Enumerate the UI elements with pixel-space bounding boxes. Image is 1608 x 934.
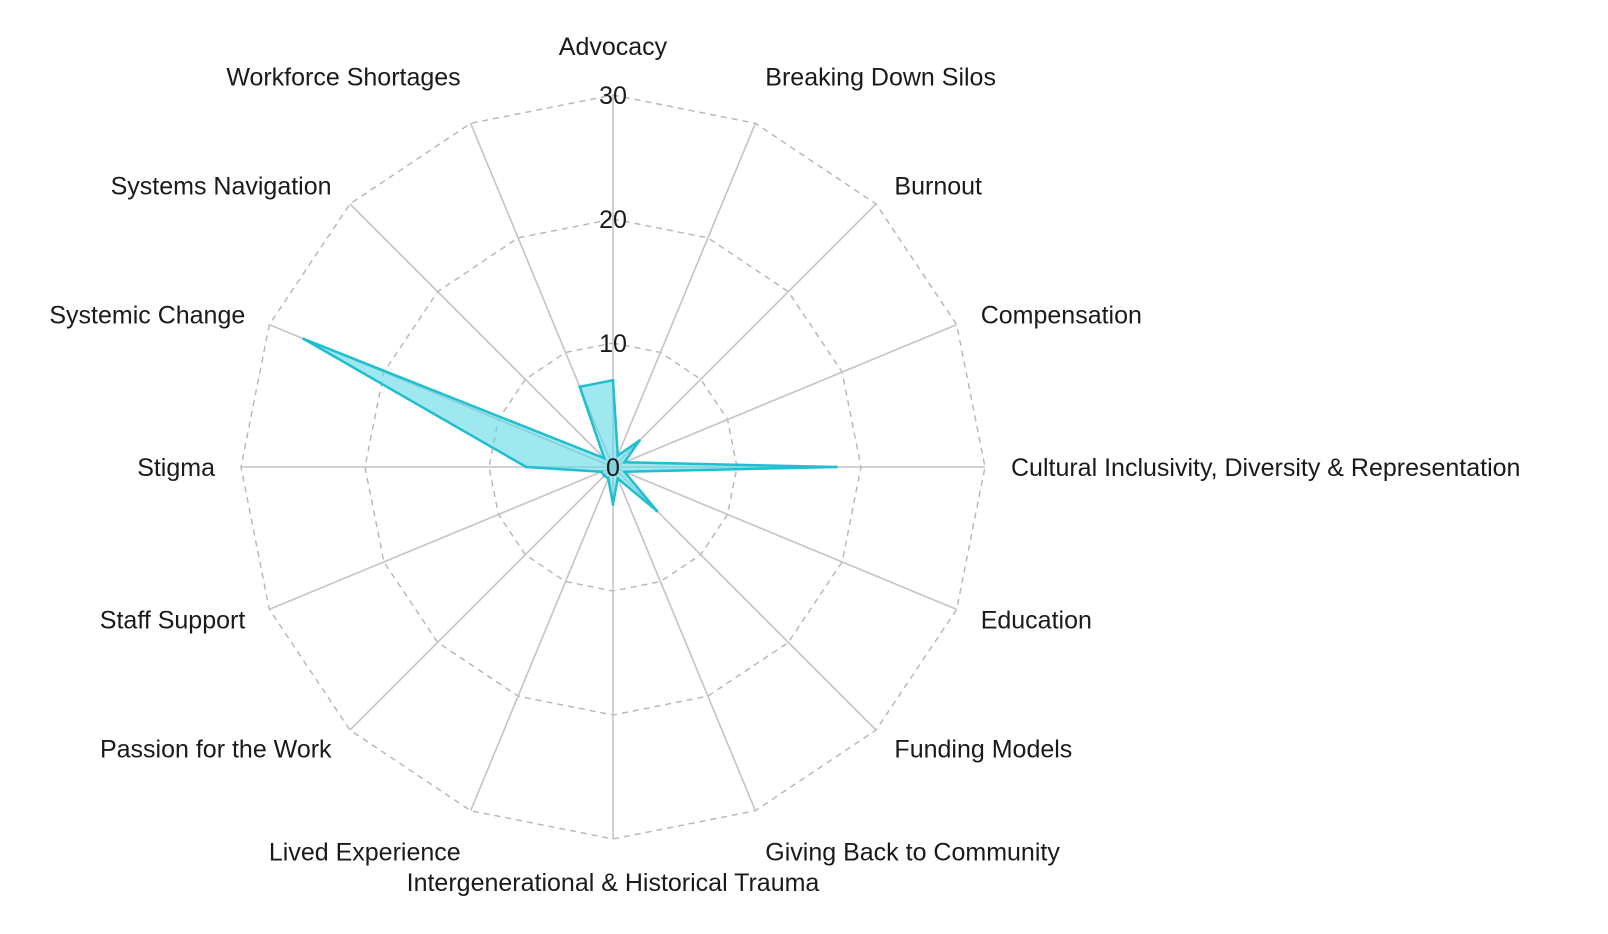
data-point-1 <box>616 454 620 458</box>
category-label-0: Advocacy <box>559 33 668 61</box>
category-label-12: Stigma <box>137 454 215 482</box>
data-point-2 <box>637 439 641 443</box>
data-point-8 <box>611 502 615 506</box>
data-point-13 <box>302 337 306 341</box>
category-label-14: Systems Navigation <box>111 173 332 201</box>
data-point-12 <box>524 465 528 469</box>
data-point-10 <box>602 474 606 478</box>
data-point-5 <box>622 470 626 474</box>
spoke-11 <box>269 466 614 611</box>
spoke-7 <box>612 466 757 811</box>
spoke-2 <box>612 203 877 468</box>
category-label-15: Workforce Shortages <box>226 63 460 91</box>
spoke-9 <box>469 466 614 811</box>
spoke-3 <box>612 323 957 468</box>
category-label-5: Education <box>981 606 1092 634</box>
category-label-9: Lived Experience <box>269 839 461 867</box>
category-label-13: Systemic Change <box>49 302 245 330</box>
category-label-6: Funding Models <box>894 735 1072 763</box>
tick-layer: 0 10 20 30 <box>599 82 627 482</box>
tick-label-0: 0 <box>606 454 620 482</box>
data-point-14 <box>602 456 606 460</box>
spoke-1 <box>612 123 757 468</box>
data-point-0 <box>611 378 615 382</box>
data-point-6 <box>655 509 659 513</box>
data-point-3 <box>622 460 626 464</box>
data-point-11 <box>600 470 604 474</box>
category-label-2: Burnout <box>894 173 982 201</box>
data-point-15 <box>578 385 582 389</box>
spoke-10 <box>349 466 614 731</box>
data-point-7 <box>616 476 620 480</box>
category-label-1: Breaking Down Silos <box>765 63 996 91</box>
tick-label-20: 20 <box>599 206 627 234</box>
tick-label-10: 10 <box>599 330 627 358</box>
data-point-4 <box>834 465 838 469</box>
category-label-layer: Advocacy Breaking Down Silos Burnout Compen… <box>49 33 1520 897</box>
category-label-11: Staff Support <box>100 606 246 634</box>
category-label-3: Compensation <box>981 302 1142 330</box>
category-label-10: Passion for the Work <box>100 735 332 763</box>
grid-ring-30 <box>240 94 986 840</box>
tick-label-30: 30 <box>599 82 627 110</box>
data-point-9 <box>606 476 610 480</box>
category-label-7: Giving Back to Community <box>765 839 1060 867</box>
category-label-4: Cultural Inclusivity, Diversity & Repres… <box>1011 454 1520 482</box>
spoke-14 <box>349 203 614 468</box>
series-layer <box>302 337 838 513</box>
category-label-8: Intergenerational & Historical Trauma <box>407 869 820 897</box>
spoke-5 <box>612 466 957 611</box>
